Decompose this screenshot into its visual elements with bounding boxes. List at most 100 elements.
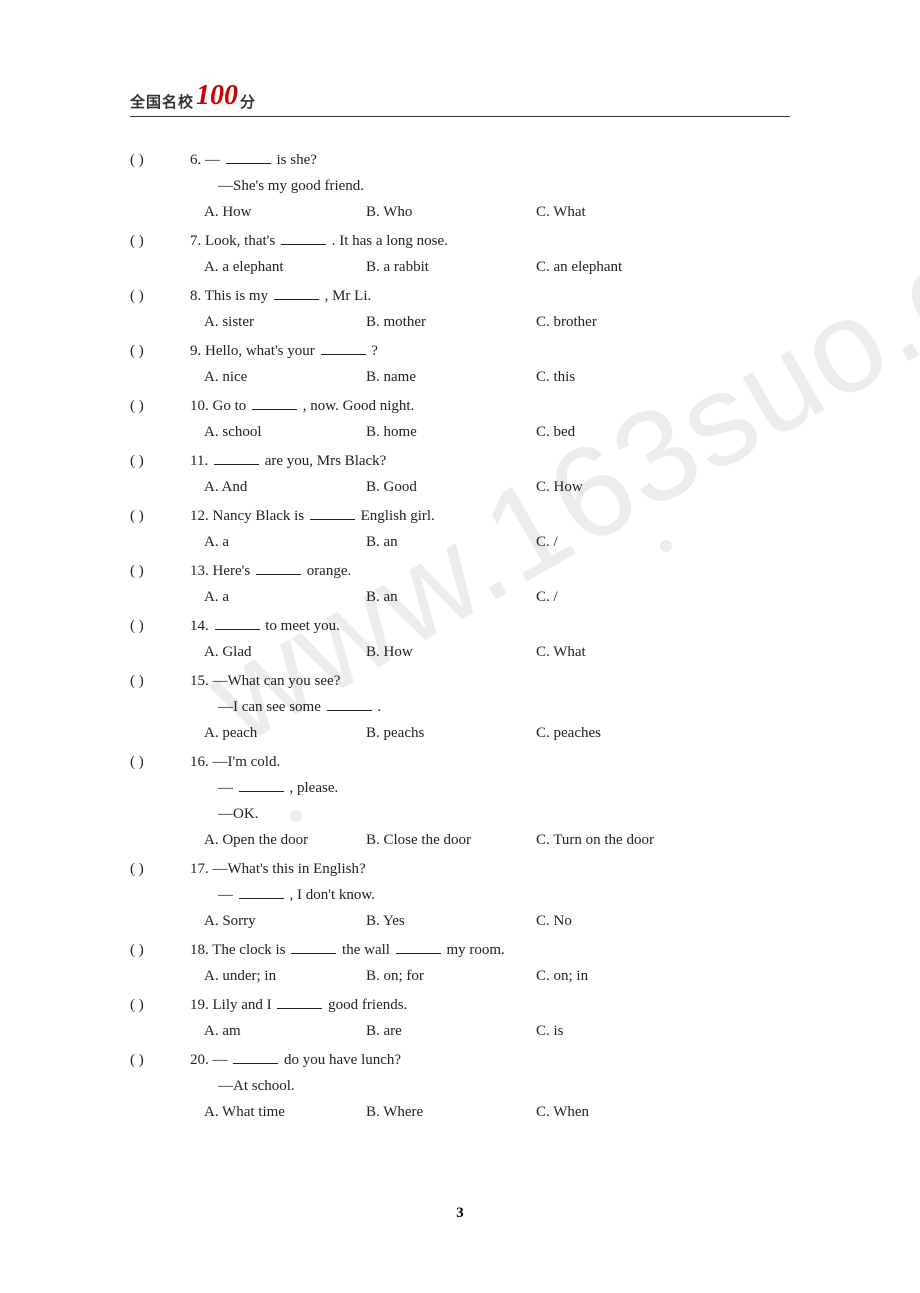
page-container: 全国名校 100 分 www.163suo.com ( )6. — is she… [0,0,920,1262]
option-b: B. are [366,1018,536,1044]
question-item: ( )17. —What's this in English?— , I don… [130,856,790,934]
option-a: A. a elephant [204,254,366,280]
question-text: 19. Lily and I good friends. [190,992,790,1018]
option-c: C. is [536,1018,564,1044]
question-text: 16. —I'm cold. [190,749,790,775]
answer-paren: ( ) [130,558,190,584]
question-options: A. SorryB. YesC. No [130,908,790,934]
question-stem-line: ( )15. —What can you see? [130,668,790,694]
question-item: ( )19. Lily and I good friends.A. amB. a… [130,992,790,1044]
option-a: A. a [204,584,366,610]
question-options: A. niceB. nameC. this [130,364,790,390]
question-text: 6. — is she? [190,147,790,173]
question-item: ( )10. Go to , now. Good night.A. school… [130,393,790,445]
option-a: A. peach [204,720,366,746]
header-highlight: 100 [196,80,238,112]
option-c: C. No [536,908,572,934]
option-a: A. How [204,199,366,225]
option-c: C. Turn on the door [536,827,654,853]
option-a: A. What time [204,1099,366,1125]
question-text: 20. — do you have lunch? [190,1047,790,1073]
question-text: 18. The clock is the wall my room. [190,937,790,963]
question-options: A. HowB. WhoC. What [130,199,790,225]
option-b: B. Close the door [366,827,536,853]
question-item: ( )7. Look, that's . It has a long nose.… [130,228,790,280]
question-stem-line: ( )17. —What's this in English? [130,856,790,882]
option-b: B. Who [366,199,536,225]
page-number: 3 [130,1205,790,1222]
option-c: C. / [536,584,558,610]
option-c: C. How [536,474,583,500]
questions-list: ( )6. — is she?—She's my good friend.A. … [130,147,790,1125]
header-suffix: 分 [240,91,255,112]
question-options: A. amB. areC. is [130,1018,790,1044]
option-b: B. a rabbit [366,254,536,280]
option-c: C. peaches [536,720,601,746]
option-b: B. home [366,419,536,445]
question-stem-line: ( )7. Look, that's . It has a long nose. [130,228,790,254]
answer-paren: ( ) [130,503,190,529]
question-item: ( )12. Nancy Black is English girl.A. aB… [130,503,790,555]
question-stem-line: ( )8. This is my , Mr Li. [130,283,790,309]
option-a: A. Sorry [204,908,366,934]
option-a: A. Open the door [204,827,366,853]
option-c: C. bed [536,419,575,445]
answer-paren: ( ) [130,1047,190,1073]
question-text: 9. Hello, what's your ? [190,338,790,364]
question-options: A. aB. anC. / [130,529,790,555]
question-stem-line: ( )16. —I'm cold. [130,749,790,775]
answer-paren: ( ) [130,992,190,1018]
question-stem-line: ( )20. — do you have lunch? [130,1047,790,1073]
question-item: ( )6. — is she?—She's my good friend.A. … [130,147,790,225]
question-options: A. aB. anC. / [130,584,790,610]
question-stem-line: ( )13. Here's orange. [130,558,790,584]
option-a: A. nice [204,364,366,390]
answer-paren: ( ) [130,856,190,882]
option-b: B. Yes [366,908,536,934]
question-sub-line: —OK. [130,801,790,827]
answer-paren: ( ) [130,613,190,639]
question-options: A. under; inB. on; forC. on; in [130,963,790,989]
option-c: C. brother [536,309,597,335]
question-text: 7. Look, that's . It has a long nose. [190,228,790,254]
question-text: 14. to meet you. [190,613,790,639]
question-stem-line: ( )10. Go to , now. Good night. [130,393,790,419]
question-options: A. What timeB. WhereC. When [130,1099,790,1125]
answer-paren: ( ) [130,749,190,775]
question-options: A. AndB. GoodC. How [130,474,790,500]
question-item: ( )20. — do you have lunch?—At school.A.… [130,1047,790,1125]
option-a: A. sister [204,309,366,335]
question-sub-line: —At school. [130,1073,790,1099]
answer-paren: ( ) [130,283,190,309]
option-b: B. on; for [366,963,536,989]
question-text: 10. Go to , now. Good night. [190,393,790,419]
answer-paren: ( ) [130,338,190,364]
question-item: ( )16. —I'm cold.— , please.—OK.A. Open … [130,749,790,853]
answer-paren: ( ) [130,937,190,963]
option-b: B. an [366,584,536,610]
answer-paren: ( ) [130,448,190,474]
option-b: B. Good [366,474,536,500]
question-item: ( )13. Here's orange.A. aB. anC. / [130,558,790,610]
question-text: 8. This is my , Mr Li. [190,283,790,309]
question-options: A. GladB. HowC. What [130,639,790,665]
question-stem-line: ( )9. Hello, what's your ? [130,338,790,364]
option-c: C. on; in [536,963,588,989]
question-text: 11. are you, Mrs Black? [190,448,790,474]
question-stem-line: ( )19. Lily and I good friends. [130,992,790,1018]
answer-paren: ( ) [130,393,190,419]
answer-paren: ( ) [130,228,190,254]
page-header: 全国名校 100 分 [130,80,790,117]
question-text: 15. —What can you see? [190,668,790,694]
answer-paren: ( ) [130,147,190,173]
question-options: A. peachB. peachsC. peaches [130,720,790,746]
option-a: A. school [204,419,366,445]
option-c: C. What [536,199,586,225]
question-sub-line: —She's my good friend. [130,173,790,199]
question-sub-line: — , please. [130,775,790,801]
question-stem-line: ( )12. Nancy Black is English girl. [130,503,790,529]
option-b: B. an [366,529,536,555]
question-sub-line: —I can see some . [130,694,790,720]
option-a: A. am [204,1018,366,1044]
question-options: A. sisterB. motherC. brother [130,309,790,335]
